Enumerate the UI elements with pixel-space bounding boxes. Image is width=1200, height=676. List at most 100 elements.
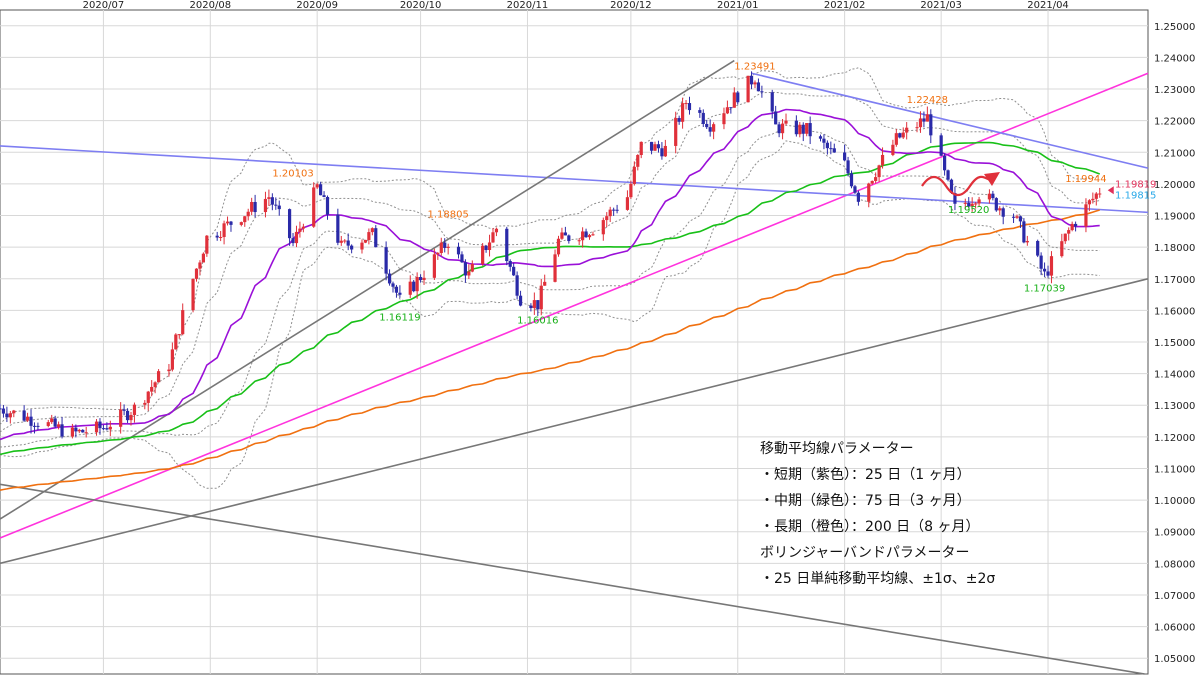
candle-body <box>198 262 202 269</box>
candle-body <box>1067 230 1071 234</box>
candle-body <box>656 144 661 149</box>
candle-body <box>370 228 374 233</box>
candle-body <box>587 235 592 238</box>
candle-body <box>446 246 450 248</box>
candle-body <box>712 124 716 132</box>
candle-body <box>901 132 905 138</box>
candle-body <box>612 209 616 211</box>
candle-body <box>57 424 61 427</box>
price-label: 1.22428 <box>907 95 948 106</box>
trendline <box>0 59 735 520</box>
candle-body <box>994 198 998 211</box>
candle-body <box>8 413 12 418</box>
candle-body <box>970 203 974 207</box>
candle-body <box>770 92 774 112</box>
candle-body <box>470 263 474 272</box>
moving-averages <box>0 108 1100 491</box>
candle-body <box>625 197 630 210</box>
candle-body <box>894 133 898 145</box>
candle-body <box>1046 271 1050 276</box>
candle-body <box>849 173 854 187</box>
candle-body <box>946 170 950 180</box>
candle-body <box>784 120 788 124</box>
price-labels: 1.20103 1.16119 1.18805 1.16016 1.23491 1.224… <box>272 62 1156 327</box>
candle-body <box>922 118 926 122</box>
x-tick-label: 2020/12 <box>610 0 652 11</box>
y-tick-label: 1.07000 <box>1154 591 1195 602</box>
candle-body <box>749 75 754 85</box>
y-tick-label: 1.11000 <box>1154 464 1195 475</box>
candlesticks <box>0 71 1102 439</box>
candle-body <box>536 300 540 310</box>
x-tick-label: 2020/07 <box>83 0 125 11</box>
candle-body <box>1049 256 1054 276</box>
candle-body <box>412 281 416 292</box>
candle-body <box>636 155 640 167</box>
candle-body <box>560 232 564 239</box>
candle-body <box>829 148 833 150</box>
x-tick-label: 2020/10 <box>400 0 442 11</box>
y-tick-label: 1.17000 <box>1154 275 1195 286</box>
candle-body <box>529 305 533 309</box>
direction-arrow-icon <box>921 172 1000 197</box>
candle-body <box>415 277 419 292</box>
grid <box>0 9 1149 675</box>
candle-body <box>974 203 978 205</box>
candle-body <box>146 391 150 403</box>
candle-body <box>756 82 761 92</box>
ma-long-line <box>0 209 1100 491</box>
candle-body <box>336 214 340 243</box>
candle-body <box>963 202 967 204</box>
candle-body <box>153 382 157 387</box>
candle-body <box>360 242 364 250</box>
candle-body <box>418 277 423 281</box>
candle-body <box>663 145 667 157</box>
y-tick-label: 1.10000 <box>1154 496 1195 507</box>
candle-body <box>543 281 547 286</box>
candle-body <box>132 404 137 416</box>
candle-body <box>119 409 123 427</box>
candle-body <box>194 268 199 279</box>
candle-body <box>12 410 16 414</box>
candle-body <box>36 425 40 427</box>
y-tick-label: 1.05000 <box>1154 654 1195 665</box>
bollinger-1sigma <box>0 91 1100 433</box>
candle-body <box>229 221 233 225</box>
y-tick-label: 1.13000 <box>1154 401 1195 412</box>
price-label: 1.20103 <box>272 169 313 180</box>
candle-body <box>239 222 243 225</box>
candle-body <box>639 141 643 156</box>
trendline <box>751 72 1149 169</box>
candle-body <box>487 242 492 251</box>
price-label: 1.19520 <box>948 205 989 216</box>
candle-body <box>432 254 436 278</box>
candle-body <box>591 234 595 236</box>
candle-body <box>156 371 161 383</box>
candle-body <box>5 413 9 418</box>
y-tick-label: 1.12000 <box>1154 433 1195 444</box>
y-tick-label: 1.09000 <box>1154 528 1195 539</box>
candle-body <box>1042 268 1047 272</box>
candle-body <box>367 232 371 240</box>
candle-body <box>1063 233 1067 242</box>
candle-body <box>832 148 836 153</box>
candle-body <box>494 228 499 233</box>
y-tick-label: 1.22000 <box>1154 117 1195 128</box>
x-tick-label: 2021/04 <box>1027 0 1069 11</box>
candle-body <box>219 236 223 238</box>
candle-body <box>491 232 495 243</box>
candle-body <box>987 193 992 200</box>
candle-body <box>808 123 812 137</box>
candle-body <box>312 187 316 227</box>
candle-body <box>825 142 829 149</box>
candle-body <box>398 292 402 295</box>
candle-body <box>732 92 736 108</box>
candle-body <box>436 253 440 255</box>
candle-body <box>274 204 278 206</box>
candle-body <box>191 278 195 311</box>
candle-body <box>725 107 730 114</box>
legend-heading-bollinger: ボリンジャーバンドパラメーター <box>760 545 970 561</box>
candle-body <box>243 216 247 223</box>
bollinger-1sigma <box>0 124 1100 448</box>
candle-body <box>953 192 957 204</box>
